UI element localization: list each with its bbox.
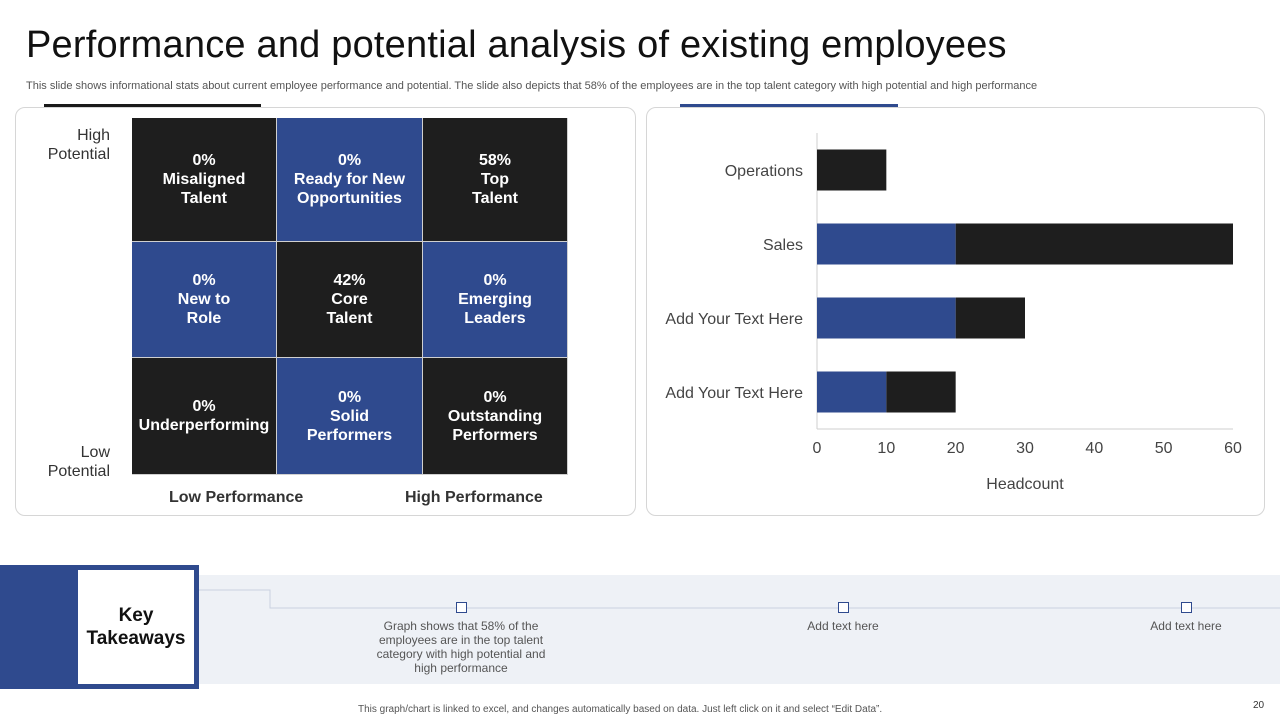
cell-percent: 0%: [192, 152, 216, 169]
footer-note: This graph/chart is linked to excel, and…: [358, 704, 883, 715]
matrix-cell: 58% Top Talent: [423, 118, 568, 242]
bar-segment-1: [817, 223, 956, 265]
x-tick-label: 40: [1085, 440, 1103, 457]
matrix-cell: 0% Underperforming: [132, 358, 277, 475]
matrix-cell: 0% Ready for New Opportunities: [277, 118, 423, 242]
x-axis-low-label: Low Performance: [169, 489, 304, 506]
cell-label: Underperforming: [138, 417, 270, 434]
matrix-cell: 0% Outstanding Performers: [423, 358, 568, 475]
cell-percent: 0%: [337, 388, 362, 406]
x-tick-label: 10: [877, 440, 895, 457]
matrix-cell: 0% New to Role: [132, 242, 277, 358]
cell-label: Core Talent: [326, 291, 373, 327]
bar-segment-2: [817, 149, 887, 191]
matrix-cell: 0% Solid Performers: [277, 358, 423, 475]
matrix-cell: 0% Emerging Leaders: [423, 242, 568, 358]
takeaways-connector: [199, 589, 1280, 609]
talent-matrix-grid: 0% Misaligned Talent 0% Ready for New Oppo…: [132, 118, 568, 475]
category-label: Operations: [725, 163, 803, 180]
bar-segment-2: [955, 297, 1025, 339]
cell-percent: 0%: [192, 398, 216, 415]
x-axis-high-label: High Performance: [405, 489, 543, 506]
cell-label: Emerging Leaders: [458, 291, 532, 327]
matrix-cell: 42% Core Talent: [277, 242, 423, 358]
cell-label: Misaligned Talent: [162, 171, 246, 207]
takeaways-heading: Key Takeaways: [78, 570, 194, 684]
cell-percent: 42%: [333, 272, 366, 289]
category-label: Add Your Text Here: [665, 385, 803, 402]
takeaways-band: [0, 575, 1280, 684]
cell-percent: 0%: [483, 272, 507, 289]
x-axis-title: Headcount: [986, 476, 1064, 493]
matrix-cell: 0% Misaligned Talent: [132, 118, 277, 242]
accent-bar-left: [44, 104, 261, 109]
cell-percent: 0%: [483, 388, 507, 406]
bar-segment-2: [955, 223, 1233, 265]
cell-percent: 0%: [337, 152, 362, 169]
cell-percent: 0%: [192, 272, 216, 289]
x-tick-label: 0: [813, 440, 822, 457]
takeaway-marker-3: [1181, 602, 1192, 613]
cell-label: Ready for New Opportunities: [293, 171, 406, 207]
page-subtitle: This slide shows informational stats abo…: [26, 80, 1038, 92]
bar-segment-1: [817, 297, 956, 339]
takeaway-text-2: Add text here: [807, 619, 879, 633]
headcount-bar-chart: Operations Sales Add Your Text Here Add You…: [665, 133, 1242, 493]
page-title: Performance and potential analysis of ex…: [26, 24, 1007, 66]
category-label: Add Your Text Here: [665, 311, 803, 328]
cell-label: Solid Performers: [306, 407, 393, 444]
x-tick-label: 50: [1155, 440, 1173, 457]
y-axis-high-label: High Potential: [47, 127, 110, 163]
x-tick-label: 60: [1224, 440, 1242, 457]
cell-label: Outstanding Performers: [447, 407, 543, 444]
x-tick-label: 30: [1016, 440, 1034, 457]
bar-segment-1: [817, 371, 887, 413]
cell-percent: 58%: [478, 152, 512, 169]
accent-bar-right: [680, 104, 898, 109]
bar-segment-2: [886, 371, 956, 413]
x-tick-label: 20: [947, 440, 965, 457]
takeaway-text-3: Add text here: [1150, 619, 1222, 633]
takeaway-marker-1: [456, 602, 467, 613]
cell-label: New to Role: [177, 291, 231, 327]
y-axis-low-label: Low Potential: [47, 444, 110, 480]
page-number: 20: [1253, 700, 1265, 711]
takeaway-text-1: Graph shows that 58% of the employees ar…: [376, 619, 546, 675]
category-label: Sales: [763, 237, 803, 254]
takeaway-marker-2: [838, 602, 849, 613]
cell-label: Top Talent: [472, 171, 518, 207]
